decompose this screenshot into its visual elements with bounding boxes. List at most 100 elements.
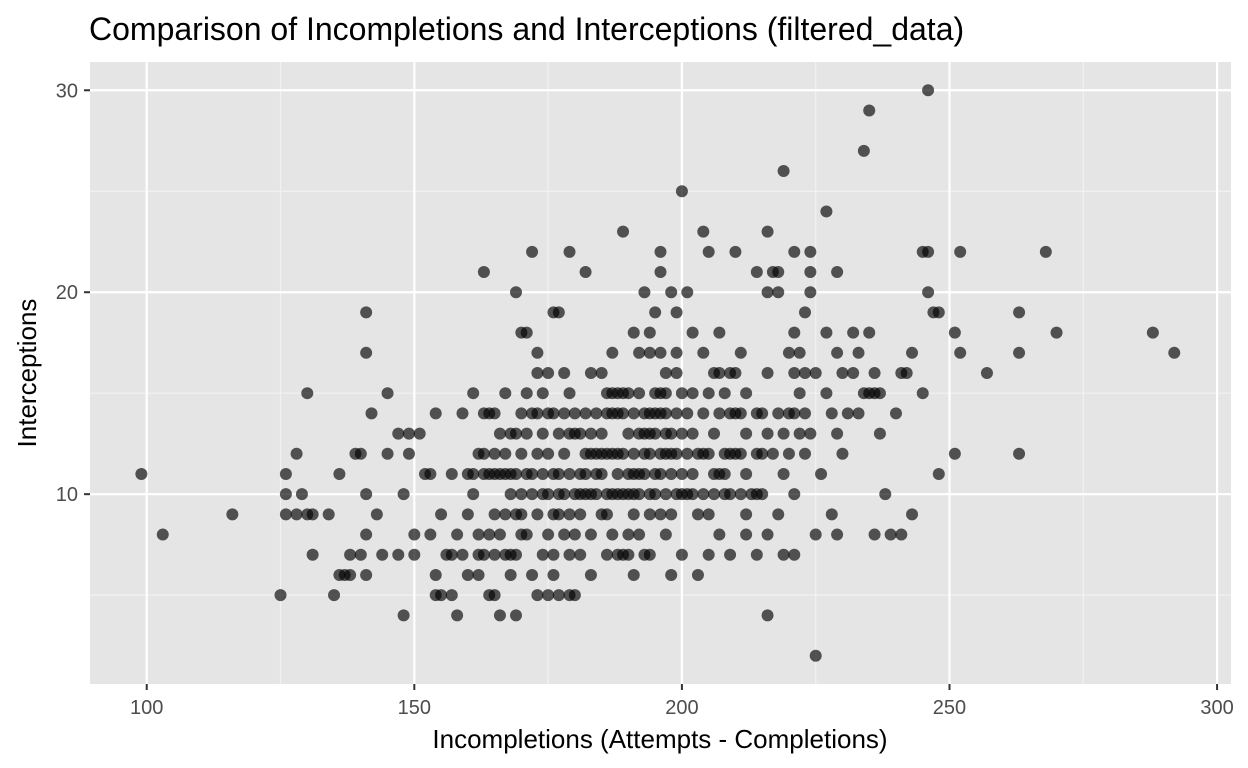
data-point	[424, 467, 437, 480]
data-point	[718, 467, 731, 480]
data-point	[472, 568, 485, 581]
data-point	[708, 427, 721, 440]
data-point	[740, 427, 753, 440]
data-point	[916, 387, 929, 400]
data-point	[665, 427, 678, 440]
data-point	[456, 548, 469, 561]
data-point	[595, 367, 608, 379]
data-point	[563, 245, 576, 258]
data-point	[879, 488, 892, 501]
data-point	[558, 447, 571, 460]
data-point	[445, 467, 458, 480]
data-point	[392, 427, 405, 440]
data-point	[408, 528, 421, 541]
data-point	[365, 407, 378, 420]
data-point	[873, 427, 886, 440]
data-point	[467, 467, 480, 480]
data-point	[542, 528, 555, 541]
data-point	[654, 346, 667, 359]
data-point	[344, 568, 357, 581]
data-point	[702, 447, 715, 460]
data-point	[579, 266, 592, 279]
data-point	[322, 508, 335, 521]
data-point	[552, 306, 565, 319]
data-point	[932, 306, 945, 319]
data-point	[654, 245, 667, 258]
data-point	[873, 387, 886, 400]
data-point	[547, 407, 560, 420]
data-point	[734, 447, 747, 460]
data-point	[584, 568, 597, 581]
data-point	[1050, 326, 1063, 339]
data-point	[552, 467, 565, 480]
data-point	[681, 286, 694, 299]
data-point	[659, 407, 672, 420]
data-point	[493, 609, 506, 622]
data-point	[868, 528, 881, 541]
data-point	[633, 346, 646, 359]
data-point	[429, 568, 442, 581]
data-point	[493, 427, 506, 440]
data-point	[788, 367, 801, 379]
data-point	[702, 387, 715, 400]
data-point	[574, 548, 587, 561]
data-point	[536, 387, 549, 400]
data-point	[520, 326, 533, 339]
data-point	[841, 407, 854, 420]
data-point	[799, 407, 811, 420]
data-point	[665, 467, 678, 480]
data-point	[435, 508, 448, 521]
data-point	[718, 387, 731, 400]
data-point	[954, 245, 967, 258]
data-point	[526, 568, 539, 581]
data-point	[659, 488, 672, 501]
data-point	[306, 508, 319, 521]
data-point	[900, 367, 913, 379]
data-point	[793, 346, 806, 359]
data-point	[451, 528, 464, 541]
data-point	[574, 427, 587, 440]
data-point	[884, 528, 897, 541]
data-point	[552, 427, 565, 440]
x-tick-label: 200	[665, 697, 698, 719]
data-point	[483, 528, 496, 541]
data-point	[274, 589, 287, 602]
data-point	[542, 367, 555, 379]
data-point	[504, 488, 517, 501]
data-point	[606, 346, 619, 359]
data-point	[782, 447, 795, 460]
data-point	[906, 346, 919, 359]
data-point	[542, 488, 555, 501]
data-point	[863, 104, 876, 117]
data-point	[536, 548, 549, 561]
data-point	[488, 589, 501, 602]
data-point	[360, 488, 373, 501]
data-point	[649, 427, 662, 440]
data-point	[863, 326, 876, 339]
data-point	[515, 508, 528, 521]
y-tick-label: 20	[56, 282, 78, 304]
data-point	[922, 84, 935, 97]
data-point	[740, 467, 753, 480]
data-point	[831, 427, 844, 440]
data-point	[445, 548, 458, 561]
data-point	[804, 286, 817, 299]
data-point	[531, 589, 544, 602]
data-point	[413, 427, 426, 440]
data-point	[659, 367, 672, 379]
data-point	[820, 326, 833, 339]
data-point	[793, 427, 806, 440]
data-point	[675, 185, 688, 198]
data-point	[579, 467, 592, 480]
data-point	[360, 306, 373, 319]
data-point	[788, 407, 801, 420]
data-point	[402, 427, 415, 440]
data-point	[563, 548, 576, 561]
data-point	[799, 447, 811, 460]
data-point	[563, 467, 576, 480]
data-point	[622, 427, 635, 440]
data-point	[627, 568, 640, 581]
data-point	[659, 528, 672, 541]
data-point	[510, 609, 522, 622]
data-point	[713, 326, 726, 339]
